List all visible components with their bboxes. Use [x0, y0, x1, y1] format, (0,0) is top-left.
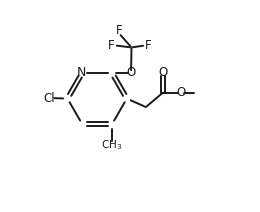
Text: O: O	[158, 66, 167, 79]
Text: O: O	[127, 66, 136, 79]
Text: O: O	[177, 86, 186, 99]
Text: Cl: Cl	[44, 92, 55, 105]
Text: F: F	[145, 39, 152, 52]
Text: F: F	[108, 39, 115, 52]
Text: CH$_3$: CH$_3$	[101, 139, 122, 152]
Text: N: N	[76, 66, 86, 79]
Text: F: F	[115, 24, 122, 37]
